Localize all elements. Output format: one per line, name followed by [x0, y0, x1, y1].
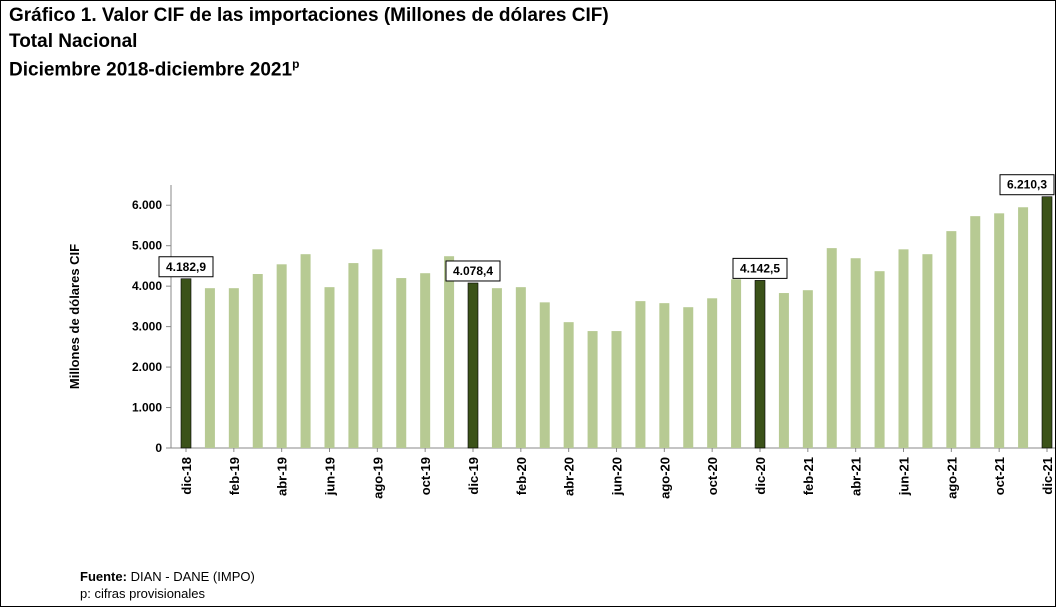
value-label-box — [999, 174, 1055, 196]
y-tick-label: 1.000 — [132, 401, 162, 415]
bar — [731, 279, 742, 448]
bar — [539, 302, 550, 448]
x-tick-label: ago-21 — [944, 457, 959, 499]
bar — [778, 293, 789, 448]
bar — [683, 307, 694, 448]
x-tick-label: abr-19 — [275, 457, 290, 496]
x-tick-label: abr-20 — [562, 457, 577, 496]
period-text: Diciembre 2018-diciembre 2021 — [9, 59, 293, 81]
bar — [635, 301, 646, 448]
bar — [180, 278, 192, 449]
value-label: 4.078,4 — [453, 264, 493, 278]
x-tick-label: dic-21 — [1040, 457, 1055, 495]
bar — [420, 273, 431, 448]
period: Diciembre 2018-diciembre 2021p — [9, 57, 299, 81]
x-tick-label: jun-21 — [897, 457, 912, 496]
x-tick-label: oct-21 — [992, 457, 1007, 495]
x-tick-label: jun-19 — [323, 457, 338, 496]
bar — [611, 331, 622, 448]
y-tick-label: 6.000 — [132, 198, 162, 212]
period-superscript: p — [292, 57, 300, 71]
value-label-box — [732, 257, 788, 279]
bar — [946, 231, 957, 448]
bar — [467, 282, 479, 449]
bar — [372, 249, 383, 448]
x-tick-label: dic-20 — [753, 457, 768, 495]
x-tick-label: ago-20 — [657, 457, 672, 499]
bar — [659, 303, 670, 448]
bar — [1041, 196, 1053, 449]
value-label-box — [158, 256, 214, 278]
bar — [276, 264, 287, 448]
source-label: Fuente: — [80, 569, 127, 584]
x-tick-label: abr-21 — [849, 457, 864, 496]
bar — [563, 322, 574, 448]
y-axis-label: Millones de dólares CIF — [67, 244, 82, 389]
value-label-box — [445, 260, 501, 282]
x-tick-label: dic-19 — [466, 457, 481, 495]
bar — [252, 274, 263, 448]
y-tick-label: 4.000 — [132, 279, 162, 293]
x-tick-label: feb-19 — [227, 457, 242, 495]
bar — [754, 280, 766, 449]
x-tick-label: jun-20 — [610, 457, 625, 496]
bar — [324, 287, 335, 448]
bar — [1018, 207, 1029, 448]
bar — [707, 298, 718, 448]
bar — [228, 288, 239, 448]
bar — [515, 287, 526, 448]
bar — [994, 213, 1005, 448]
bar — [491, 288, 502, 448]
value-label: 4.142,5 — [740, 261, 780, 275]
bar — [826, 248, 837, 448]
title: Gráfico 1. Valor CIF de las importacione… — [9, 5, 609, 26]
bar — [970, 216, 981, 448]
x-tick-label: dic-18 — [179, 457, 194, 495]
bar — [348, 263, 359, 448]
y-tick-label: 0 — [155, 441, 162, 455]
bar — [922, 254, 933, 448]
x-tick-label: oct-20 — [705, 457, 720, 495]
value-label: 4.182,9 — [166, 260, 206, 274]
source: Fuente: DIAN - DANE (IMPO) — [80, 569, 255, 584]
bar — [874, 271, 885, 448]
x-tick-label: oct-19 — [418, 457, 433, 495]
value-label: 6.210,3 — [1007, 178, 1047, 192]
subtitle: Total Nacional — [9, 31, 138, 52]
x-tick-label: feb-20 — [514, 457, 529, 495]
bar — [898, 249, 909, 448]
bar — [396, 278, 407, 448]
y-tick-label: 2.000 — [132, 360, 162, 374]
note: p: cifras provisionales — [80, 586, 205, 601]
bar — [204, 288, 215, 448]
source-text: DIAN - DANE (IMPO) — [130, 569, 255, 584]
y-tick-label: 5.000 — [132, 239, 162, 253]
bar — [802, 290, 813, 448]
x-tick-label: feb-21 — [801, 457, 816, 495]
y-tick-label: 3.000 — [132, 320, 162, 334]
bar — [300, 254, 311, 448]
bar — [587, 331, 598, 448]
bar — [850, 258, 861, 448]
x-tick-label: ago-19 — [370, 457, 385, 499]
bar — [444, 256, 455, 448]
